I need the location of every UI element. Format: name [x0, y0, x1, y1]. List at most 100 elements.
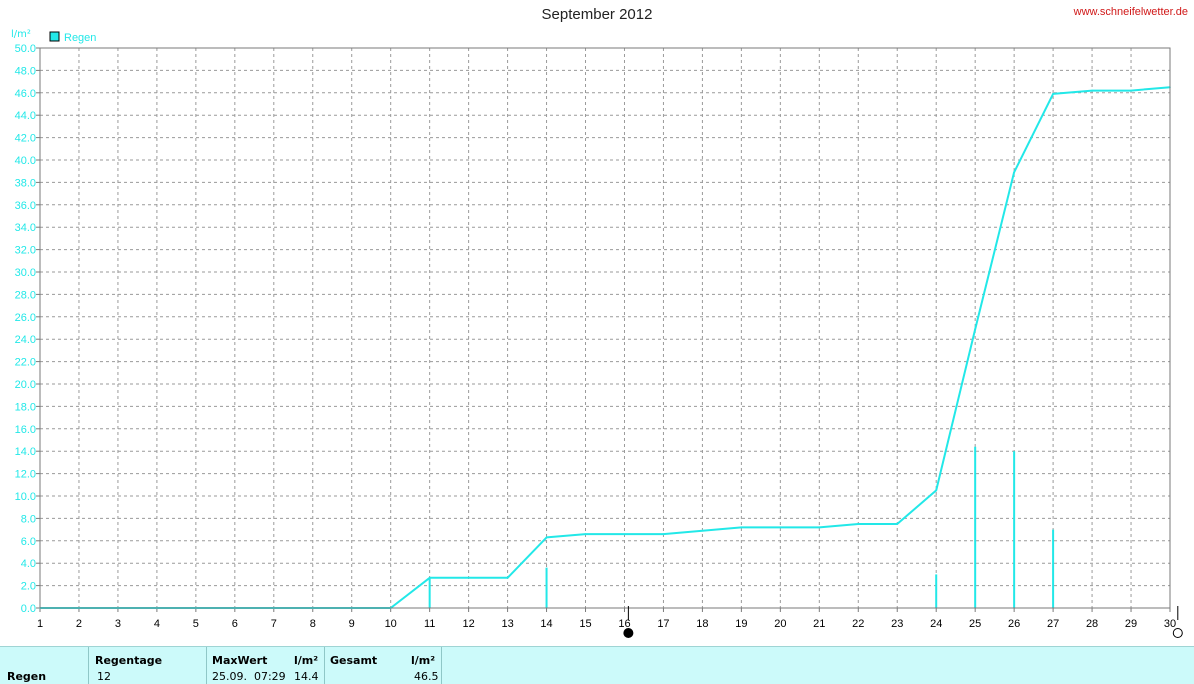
y-tick-label: 46.0 — [15, 88, 36, 100]
maxwert-header: MaxWert — [212, 654, 268, 667]
x-tick-label: 15 — [579, 618, 591, 630]
cumulative-rain-point — [1130, 89, 1132, 92]
y-tick-label: 48.0 — [15, 65, 36, 77]
y-tick-label: 28.0 — [15, 289, 36, 301]
x-tick-label: 1 — [37, 618, 43, 630]
x-tick-label: 9 — [349, 618, 355, 630]
x-tick-label: 10 — [385, 618, 397, 630]
x-tick-label: 7 — [271, 618, 277, 630]
separator — [324, 647, 325, 684]
y-tick-label: 4.0 — [21, 558, 36, 570]
cumulative-rain-point — [662, 533, 665, 535]
y-tick-label: 6.0 — [21, 536, 36, 548]
cumulative-rain-point — [545, 536, 548, 539]
x-tick-label: 21 — [813, 618, 825, 630]
stats-row-label: Regen — [7, 670, 47, 683]
x-tick-label: 2 — [76, 618, 82, 630]
chart-grid — [36, 47, 1171, 612]
y-tick-label: 16.0 — [15, 424, 36, 436]
legend-label-regen: Regen — [64, 32, 96, 44]
cumulative-rain-point — [428, 576, 431, 579]
x-tick-label: 26 — [1008, 618, 1020, 630]
legend-swatch — [49, 31, 60, 42]
x-tick-label: 13 — [501, 618, 513, 630]
y-tick-label: 36.0 — [15, 200, 36, 212]
gesamt-value: 46.5 — [414, 670, 439, 683]
x-tick-label: 22 — [852, 618, 864, 630]
x-tick-label: 4 — [154, 618, 160, 630]
maxwert-unit-header: l/m² — [294, 654, 319, 667]
cumulative-rain-point — [506, 576, 509, 579]
x-tick-label: 25 — [969, 618, 981, 630]
y-tick-label: 8.0 — [21, 513, 36, 525]
x-tick-label: 14 — [540, 618, 552, 630]
rain-chart: 0.0 2.0 4.0 6.0 8.0 10.0 12.0 14.0 16.0 18.0 20.0 2… — [11, 29, 1183, 638]
regentage-header: Regentage — [95, 654, 163, 667]
y-tick-label: 12.0 — [15, 469, 36, 481]
x-tick-label: 3 — [115, 618, 121, 630]
separator — [441, 647, 442, 684]
y-tick-label: 2.0 — [21, 581, 36, 593]
gesamt-unit-header: l/m² — [411, 654, 436, 667]
y-axis-unit-label: l/m² — [11, 29, 31, 40]
cumulative-rain-point — [974, 328, 976, 330]
cumulative-rain-point — [1013, 171, 1015, 174]
x-tick-label: 12 — [462, 618, 474, 630]
new-moon-icon — [1172, 628, 1183, 638]
y-tick-label: 30.0 — [15, 267, 36, 279]
y-tick-label: 22.0 — [15, 357, 36, 369]
y-tick-label: 42.0 — [15, 133, 36, 145]
y-axis-tick-labels: 0.0 2.0 4.0 6.0 8.0 10.0 12.0 14.0 16.0 18.0 20.0 2… — [15, 43, 36, 615]
website-label[interactable]: www.schneifelwetter.de — [1073, 6, 1188, 18]
plot-frame — [39, 47, 1171, 609]
x-tick-label: 8 — [310, 618, 316, 630]
daily-rain-bars — [428, 446, 1055, 608]
x-tick-label: 16 — [618, 618, 630, 630]
y-tick-label: 40.0 — [15, 155, 36, 167]
x-tick-label: 5 — [193, 618, 199, 630]
y-tick-label: 38.0 — [15, 177, 36, 189]
y-tick-label: 0.0 — [21, 603, 36, 615]
y-tick-label: 44.0 — [15, 110, 36, 122]
y-tick-label: 26.0 — [15, 312, 36, 324]
y-tick-label: 32.0 — [15, 245, 36, 257]
cumulative-rain-point — [1052, 93, 1054, 95]
x-tick-label: 19 — [735, 618, 747, 630]
x-tick-label: 30 — [1164, 618, 1176, 630]
y-tick-label: 34.0 — [15, 222, 36, 234]
x-tick-label: 27 — [1047, 618, 1059, 630]
x-axis-tick-labels: 1 2 3 4 5 6 7 8 9 10 11 12 13 14 15 16 17 18 19 20 21 22 23 24 2… — [37, 618, 1176, 630]
x-tick-label: 11 — [424, 618, 435, 630]
chart-title: September 2012 — [541, 6, 653, 23]
cumulative-rain-point — [935, 489, 938, 492]
moon-phase-markers — [623, 606, 1183, 638]
cumulative-rain-point — [584, 533, 587, 535]
cumulative-rain-line — [39, 86, 1171, 609]
x-tick-label: 20 — [774, 618, 786, 630]
gesamt-header: Gesamt — [330, 654, 378, 667]
chart-axes — [39, 47, 1171, 609]
statistics-panel: Regen Regentage 12 MaxWert 25.09. 07:29 … — [0, 646, 1194, 684]
x-tick-label: 24 — [930, 618, 942, 630]
separator — [206, 647, 207, 684]
separator — [88, 647, 89, 684]
maxwert-datetime: 25.09. 07:29 — [212, 670, 286, 683]
y-tick-label: 18.0 — [15, 401, 36, 413]
cumulative-rain-series — [40, 86, 1171, 609]
full-moon-icon — [623, 628, 634, 638]
y-tick-label: 10.0 — [15, 491, 36, 503]
x-tick-label: 18 — [696, 618, 708, 630]
cumulative-rain-point — [740, 526, 743, 529]
x-tick-label: 28 — [1086, 618, 1098, 630]
x-tick-label: 6 — [232, 618, 238, 630]
regentage-value: 12 — [97, 670, 111, 683]
cumulative-rain-point — [896, 523, 899, 525]
y-tick-label: 14.0 — [15, 446, 36, 458]
x-tick-label: 29 — [1125, 618, 1137, 630]
cumulative-rain-point — [857, 523, 860, 525]
x-tick-label: 23 — [891, 618, 903, 630]
y-tick-label: 24.0 — [15, 334, 36, 346]
x-tick-label: 17 — [657, 618, 669, 630]
y-tick-label: 50.0 — [15, 43, 36, 55]
maxwert-value: 14.4 — [294, 670, 319, 683]
